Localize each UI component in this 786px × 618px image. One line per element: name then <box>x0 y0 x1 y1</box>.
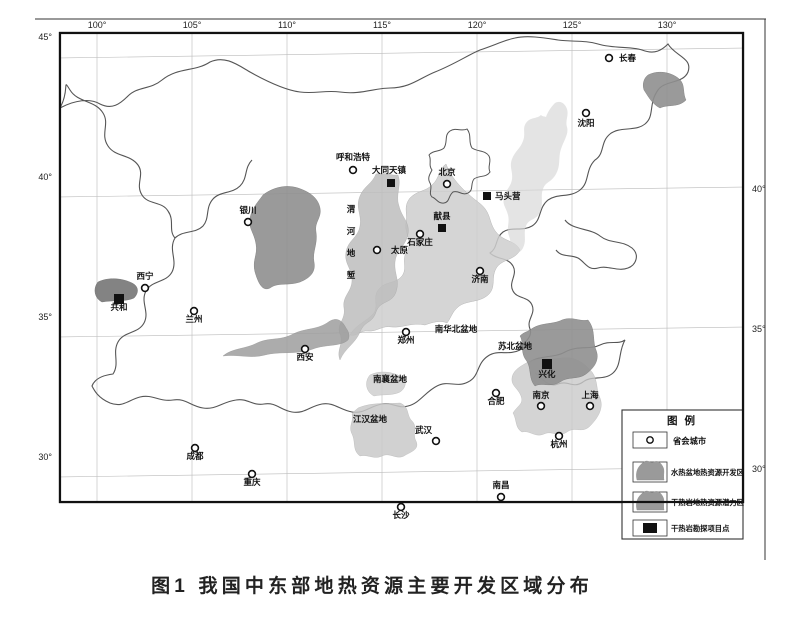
svg-text:35°: 35° <box>752 324 766 334</box>
svg-text:银川: 银川 <box>238 205 256 215</box>
svg-text:长春: 长春 <box>619 53 637 63</box>
svg-text:重庆: 重庆 <box>243 477 261 487</box>
svg-text:共和: 共和 <box>110 302 127 312</box>
svg-text:干热岩勘探项目点: 干热岩勘探项目点 <box>671 524 730 533</box>
svg-text:杭州: 杭州 <box>550 439 567 449</box>
svg-text:图 例: 图 例 <box>667 414 697 427</box>
svg-text:郑州: 郑州 <box>397 335 414 345</box>
svg-text:武汉: 武汉 <box>415 425 433 435</box>
svg-text:北京: 北京 <box>438 167 456 177</box>
svg-text:西安: 西安 <box>296 352 314 362</box>
svg-text:35°: 35° <box>38 312 52 322</box>
svg-text:渭: 渭 <box>347 204 356 214</box>
svg-text:省会城市: 省会城市 <box>672 436 707 446</box>
svg-text:苏北盆地: 苏北盆地 <box>498 341 533 351</box>
svg-text:南昌: 南昌 <box>492 480 509 490</box>
svg-text:堑: 堑 <box>347 270 356 280</box>
svg-text:兴化: 兴化 <box>538 369 556 379</box>
svg-text:呼和浩特: 呼和浩特 <box>336 152 371 162</box>
svg-text:100°: 100° <box>88 20 107 30</box>
svg-text:献县: 献县 <box>433 211 451 221</box>
svg-text:地: 地 <box>347 248 356 258</box>
svg-text:西宁: 西宁 <box>136 271 154 281</box>
svg-text:江汉盆地: 江汉盆地 <box>353 414 388 424</box>
svg-text:马头营: 马头营 <box>495 191 521 201</box>
svg-text:沈阳: 沈阳 <box>577 118 594 128</box>
svg-text:水热盆地热资源开发区: 水热盆地热资源开发区 <box>671 468 745 477</box>
svg-text:河: 河 <box>347 226 356 236</box>
svg-text:40°: 40° <box>38 172 52 182</box>
svg-text:南襄盆地: 南襄盆地 <box>373 374 408 384</box>
svg-text:45°: 45° <box>38 32 52 42</box>
svg-text:130°: 130° <box>658 20 677 30</box>
svg-text:合肥: 合肥 <box>486 396 505 406</box>
svg-text:兰州: 兰州 <box>185 314 202 324</box>
svg-text:南华北盆地: 南华北盆地 <box>435 324 478 334</box>
svg-text:上海: 上海 <box>581 390 599 400</box>
svg-text:图1 我国中东部地热资源主要开发区域分布: 图1 我国中东部地热资源主要开发区域分布 <box>151 574 593 597</box>
svg-text:石家庄: 石家庄 <box>406 237 433 247</box>
svg-text:长沙: 长沙 <box>392 510 410 520</box>
svg-text:40°: 40° <box>752 184 766 194</box>
svg-text:南京: 南京 <box>532 390 550 400</box>
svg-text:济南: 济南 <box>471 274 489 284</box>
svg-text:110°: 110° <box>278 20 296 30</box>
svg-text:太原: 太原 <box>390 245 409 255</box>
svg-text:成都: 成都 <box>186 451 204 461</box>
svg-text:大同天镇: 大同天镇 <box>372 165 407 175</box>
svg-text:115°: 115° <box>373 20 391 30</box>
svg-text:30°: 30° <box>38 452 52 462</box>
svg-text:120°: 120° <box>468 20 487 30</box>
svg-text:125°: 125° <box>563 20 582 30</box>
svg-text:105°: 105° <box>183 20 202 30</box>
svg-text:30°: 30° <box>752 464 766 474</box>
